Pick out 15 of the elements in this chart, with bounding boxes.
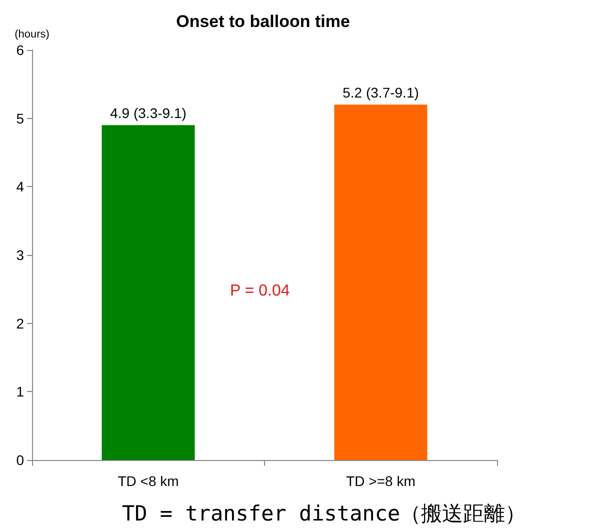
y-axis-title: (hours) [14, 28, 50, 40]
y-tick-label: 5 [16, 110, 24, 126]
y-tick-label: 2 [16, 315, 24, 332]
x-tick-label: TD >=8 km [346, 473, 416, 489]
y-tick-label: 4 [16, 178, 24, 195]
y-tick-label: 0 [16, 452, 24, 468]
data-label: 5.2 (3.7-9.1) [342, 84, 419, 101]
x-tick-label: TD <8 km [118, 473, 179, 489]
y-tick-label: 3 [16, 247, 24, 263]
y-tick-label: 6 [16, 42, 24, 58]
y-tick-label: 1 [16, 384, 24, 400]
annotation: P = 0.04 [230, 282, 290, 300]
chart-title: Onset to balloon time [176, 12, 350, 31]
text: TD = transfer distance（搬送距離） [122, 502, 526, 526]
data-label: 4.9 (3.3-9.1) [110, 105, 186, 122]
